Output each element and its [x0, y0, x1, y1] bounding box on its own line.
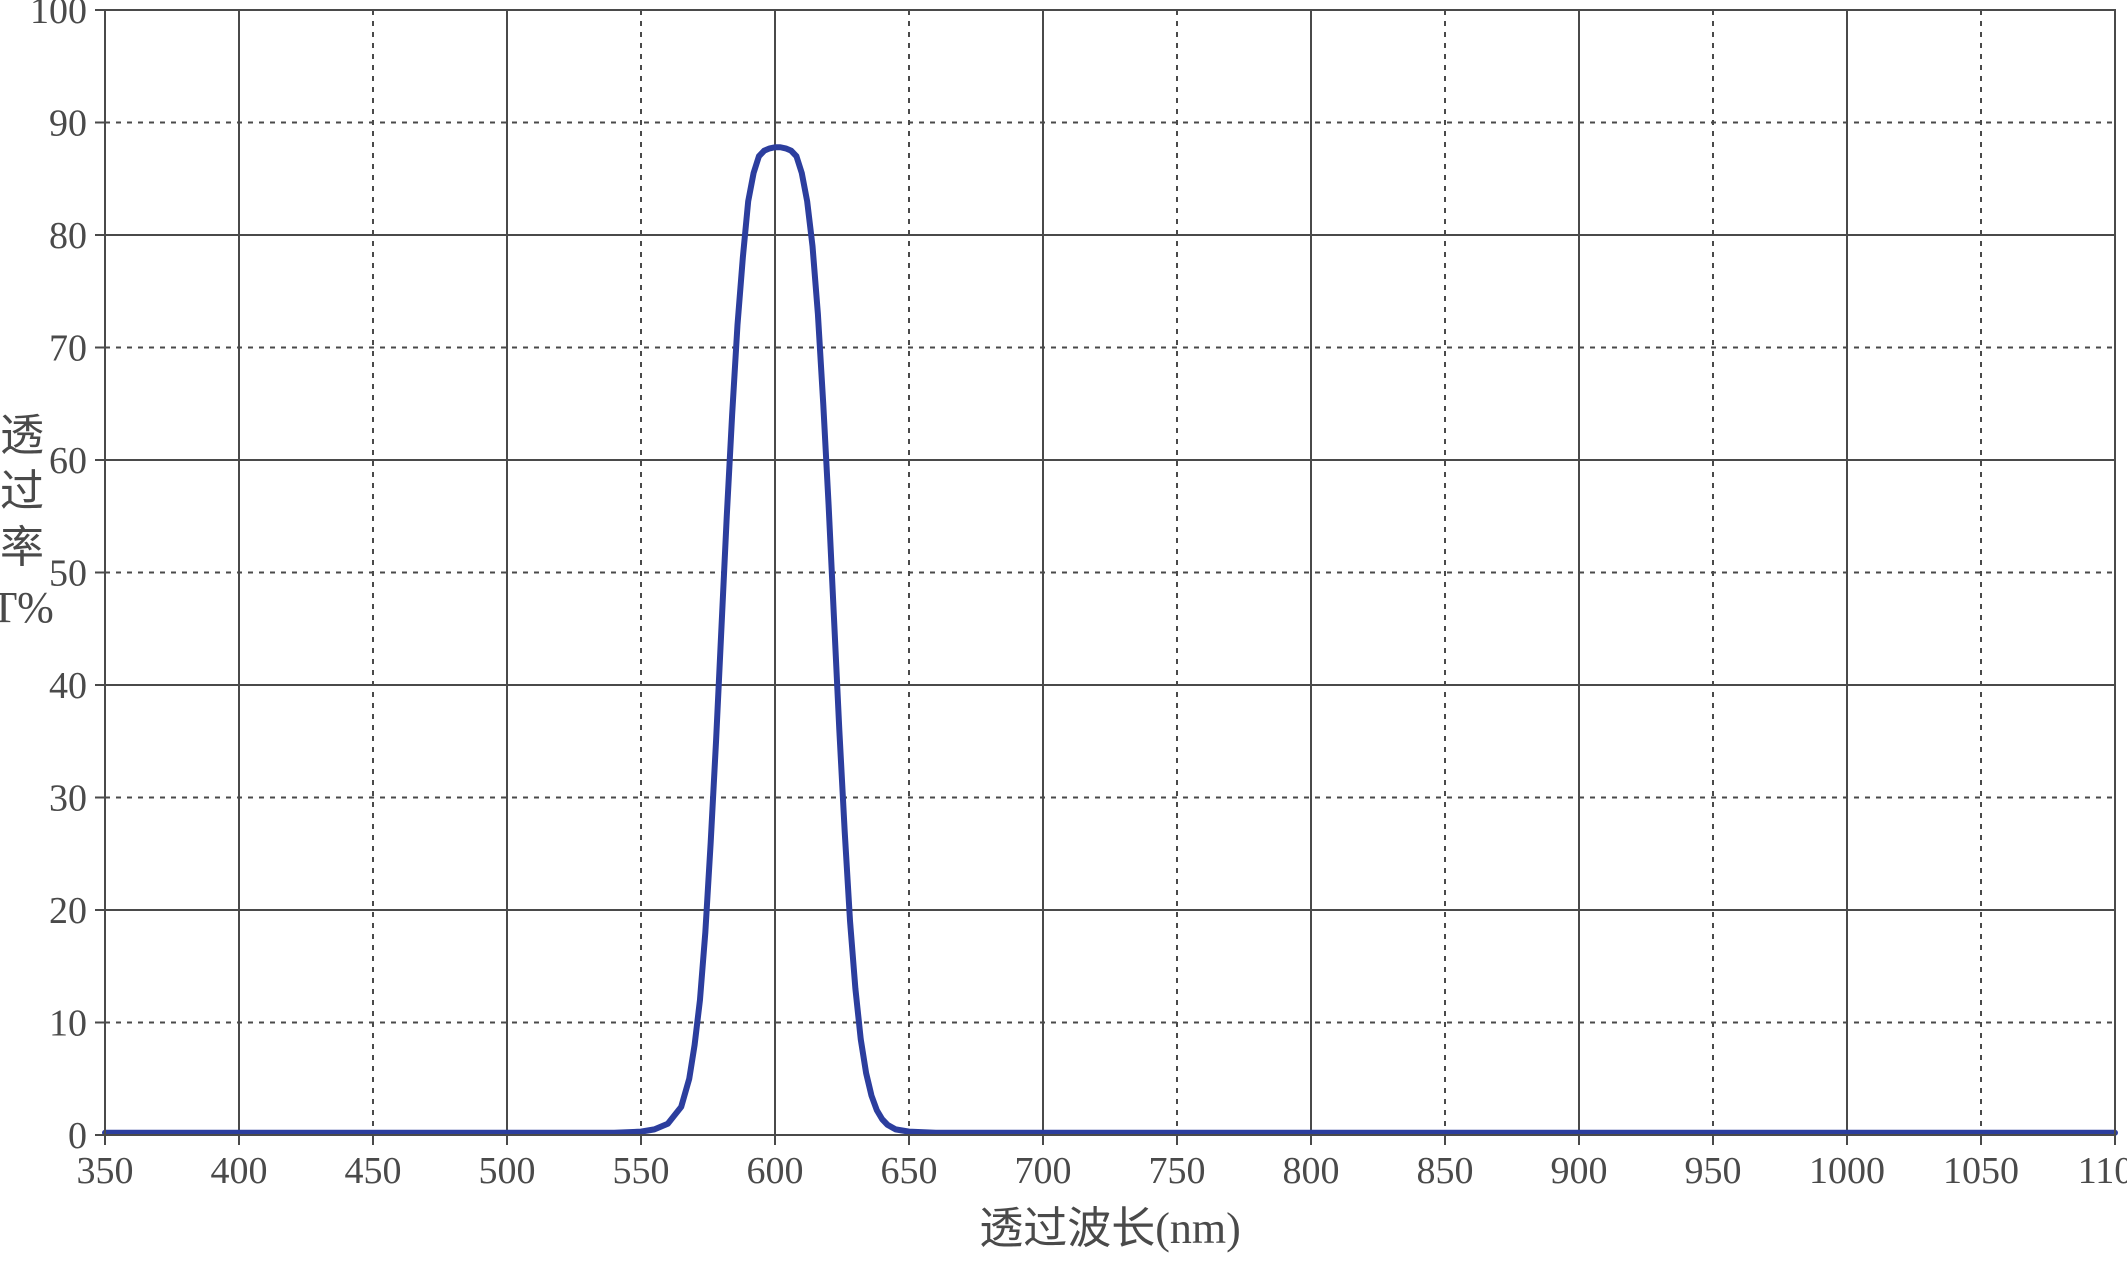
y-tick-label: 90	[49, 103, 87, 145]
x-tick-label: 850	[1417, 1150, 1474, 1192]
x-tick-label: 800	[1283, 1150, 1340, 1192]
y-tick-label: 20	[49, 890, 87, 932]
x-tick-label: 950	[1685, 1150, 1742, 1192]
y-tick-label: 80	[49, 215, 87, 257]
y-tick-label: 0	[68, 1115, 87, 1157]
x-tick-label: 1100	[2078, 1150, 2127, 1192]
svg-text:过: 过	[0, 467, 44, 516]
x-tick-label: 1000	[1809, 1150, 1885, 1192]
y-tick-label: 50	[49, 553, 87, 595]
svg-text:透: 透	[0, 411, 44, 460]
x-tick-label: 450	[345, 1150, 402, 1192]
x-tick-label: 750	[1149, 1150, 1206, 1192]
y-tick-label: 40	[49, 665, 87, 707]
chart-svg: 3504004505005506006507007508008509009501…	[0, 0, 2127, 1261]
y-tick-label: 100	[30, 0, 87, 32]
y-tick-label: 30	[49, 778, 87, 820]
svg-text:率: 率	[0, 523, 44, 572]
x-tick-label: 500	[479, 1150, 536, 1192]
y-tick-label: 70	[49, 328, 87, 370]
x-tick-label: 650	[881, 1150, 938, 1192]
x-tick-label: 900	[1551, 1150, 1608, 1192]
y-tick-label: 10	[49, 1003, 87, 1045]
transmittance-chart: 3504004505005506006507007508008509009501…	[0, 0, 2127, 1261]
x-tick-label: 400	[211, 1150, 268, 1192]
x-tick-label: 700	[1015, 1150, 1072, 1192]
svg-text:T%: T%	[0, 583, 54, 632]
x-axis-label: 透过波长(nm)	[979, 1204, 1241, 1253]
y-tick-label: 60	[49, 440, 87, 482]
x-tick-label: 1050	[1943, 1150, 2019, 1192]
x-tick-label: 600	[747, 1150, 804, 1192]
x-tick-label: 550	[613, 1150, 670, 1192]
